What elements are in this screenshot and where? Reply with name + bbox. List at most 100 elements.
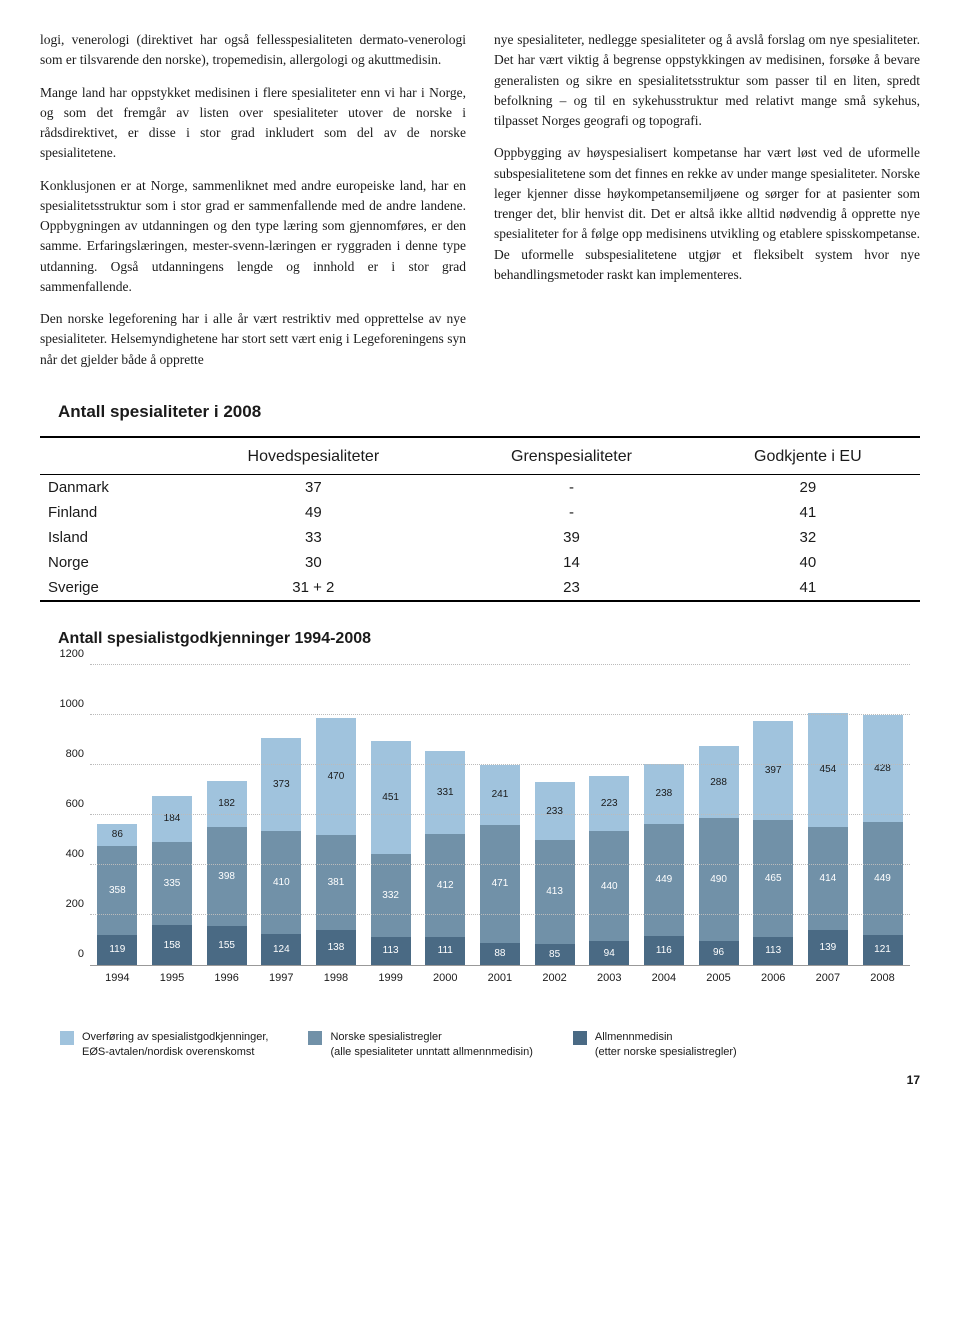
table-row: Island333932 [40,525,920,550]
bar-segment: 440 [589,831,629,941]
paragraph: Den norske legeforening har i alle år væ… [40,309,466,370]
y-tick-label: 400 [66,848,84,860]
left-column: logi, venerologi (direktivet har også fe… [40,30,466,382]
grid-line [90,914,910,915]
x-tick-label: 1995 [152,966,192,1006]
bar-column: 454414139 [808,713,848,965]
x-tick-label: 1999 [371,966,411,1006]
bar-segment: 111 [425,937,465,965]
table-row: Norge301440 [40,550,920,575]
bar-segment: 241 [480,765,520,825]
table-cell: - [447,474,695,500]
bar-segment: 184 [152,796,192,842]
bar-column: 22344094 [589,776,629,965]
table-cell: Danmark [40,474,179,500]
legend-item: Allmennmedisin(etter norske spesialistre… [573,1030,737,1060]
grid-line [90,664,910,665]
bar-segment: 155 [207,926,247,965]
bars-container: 8635811918433515818239815537341012447038… [90,666,910,965]
bar-segment: 139 [808,930,848,965]
bar-segment: 88 [480,943,520,965]
grid-line [90,764,910,765]
table-cell: Norge [40,550,179,575]
chart-legend: Overføring av spesialistgodkjenninger,EØ… [60,1030,920,1060]
bar-column: 451332113 [371,741,411,965]
table-cell: 29 [696,474,920,500]
table-row: Danmark37-29 [40,474,920,500]
grid-line [90,814,910,815]
bar-segment: 116 [644,936,684,965]
legend-label: Allmennmedisin(etter norske spesialistre… [595,1030,737,1060]
bar-column: 23341385 [535,782,575,965]
x-tick-label: 2000 [425,966,465,1006]
bar-segment: 335 [152,842,192,926]
y-tick-label: 1000 [60,698,84,710]
bar-segment: 138 [316,930,356,965]
x-tick-label: 2005 [699,966,739,1006]
paragraph: logi, venerologi (direktivet har også fe… [40,30,466,71]
bar-segment: 223 [589,776,629,832]
bar-column: 182398155 [207,781,247,965]
table-cell: 32 [696,525,920,550]
table-cell: - [447,500,695,525]
bar-chart: 020040060080010001200 863581191843351581… [50,666,910,1006]
bar-segment: 413 [535,840,575,943]
bar-segment: 182 [207,781,247,827]
x-tick-label: 1994 [97,966,137,1006]
bar-segment: 113 [753,937,793,965]
legend-item: Overføring av spesialistgodkjenninger,EØ… [60,1030,268,1060]
table-cell: 41 [696,500,920,525]
x-tick-label: 2001 [480,966,520,1006]
bar-column: 184335158 [152,796,192,965]
bar-segment: 85 [535,944,575,965]
page-number: 17 [40,1073,920,1087]
x-tick-label: 2007 [808,966,848,1006]
chart-title: Antall spesialistgodkjenninger 1994-2008 [58,630,920,648]
bar-segment: 124 [261,934,301,965]
y-tick-label: 1200 [60,648,84,660]
bar-column: 28849096 [699,746,739,965]
plot-area: 8635811918433515818239815537341012447038… [90,666,910,966]
bar-segment: 358 [97,846,137,936]
legend-item: Norske spesialistregler(alle spesialitet… [308,1030,532,1060]
legend-swatch [60,1031,74,1045]
table-header [40,437,179,475]
bar-segment: 490 [699,818,739,941]
table-cell: 40 [696,550,920,575]
bar-segment: 412 [425,834,465,937]
table-header: Grenspesialiteter [447,437,695,475]
right-column: nye spesialiteter, nedlegge spesialitete… [494,30,920,382]
bar-segment: 451 [371,741,411,854]
bar-segment: 465 [753,820,793,936]
bar-segment: 96 [699,941,739,965]
table-cell: 37 [179,474,447,500]
bar-segment: 233 [535,782,575,840]
text-columns: logi, venerologi (direktivet har også fe… [40,30,920,382]
bar-segment: 397 [753,721,793,820]
table-cell: 31 + 2 [179,575,447,601]
table-cell: 30 [179,550,447,575]
table-row: Finland49-41 [40,500,920,525]
paragraph: nye spesialiteter, nedlegge spesialitete… [494,30,920,131]
bar-segment: 470 [316,718,356,836]
bar-segment: 121 [863,935,903,965]
y-tick-label: 800 [66,748,84,760]
table-cell: Finland [40,500,179,525]
bar-segment: 449 [863,822,903,934]
table-header: Godkjente i EU [696,437,920,475]
legend-swatch [573,1031,587,1045]
bar-column: 24147188 [480,765,520,965]
bar-segment: 454 [808,713,848,827]
x-tick-label: 2004 [644,966,684,1006]
x-tick-label: 1997 [261,966,301,1006]
bar-segment: 119 [97,935,137,965]
bar-segment: 373 [261,738,301,831]
bar-column: 428449121 [863,715,903,965]
x-axis: 1994199519961997199819992000200120022003… [90,966,910,1006]
x-tick-label: 2002 [535,966,575,1006]
table-cell: 41 [696,575,920,601]
y-tick-label: 600 [66,798,84,810]
bar-segment: 288 [699,746,739,818]
bar-column: 397465113 [753,721,793,965]
bar-segment: 94 [589,941,629,965]
